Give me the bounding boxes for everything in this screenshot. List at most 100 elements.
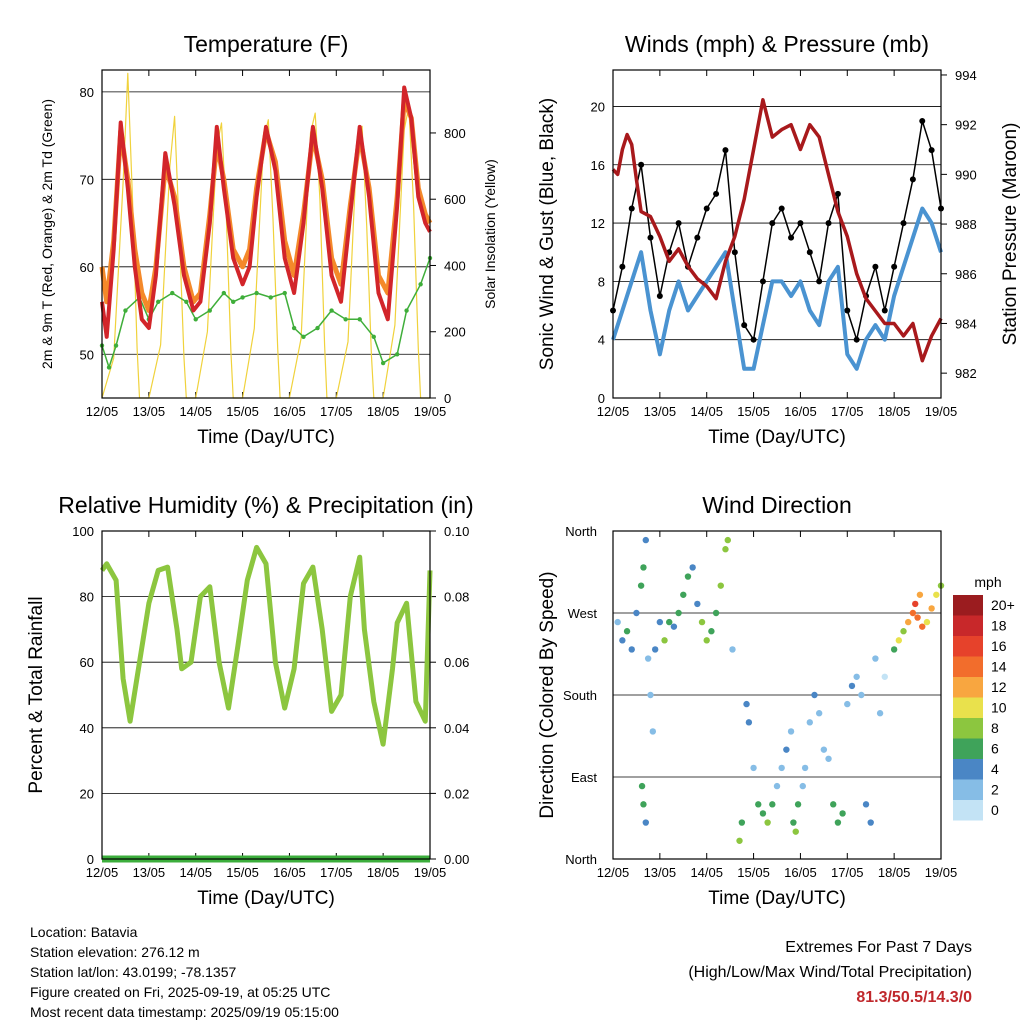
humidity-plot-frame <box>101 530 431 860</box>
winds-x-tick-label: 13/05 <box>644 404 677 419</box>
speed-legend-label: 10 <box>991 700 1007 716</box>
winds-xlabel: Time (Day/UTC) <box>708 427 846 448</box>
temperature-y-tick-label: 80 <box>80 85 94 100</box>
direction-point <box>698 618 706 626</box>
humidity-x-tick-label: 16/05 <box>273 865 306 880</box>
extremes-box: Extremes For Past 7 Days (High/Low/Max W… <box>688 935 972 1010</box>
temperature-x-tick-label: 15/05 <box>226 404 259 419</box>
direction-point <box>717 582 724 589</box>
winds-plot-frame <box>612 69 942 399</box>
humidity-y2-tick-label: 0.02 <box>444 786 469 801</box>
humidity-y-tick-label: 20 <box>80 786 94 801</box>
temperature-y2-tick-label: 800 <box>444 126 466 141</box>
direction-point <box>905 618 912 626</box>
direction-y-tick-label: North <box>565 852 597 867</box>
temperature-plot-frame <box>101 69 431 399</box>
winds-y-tick-label: 20 <box>591 99 605 114</box>
humidity-x-tick-label: 14/05 <box>179 865 212 880</box>
speed-legend-label: 18 <box>991 618 1007 634</box>
humidity-y-tick-label: 60 <box>80 655 94 670</box>
direction-point <box>794 801 802 808</box>
winds-y-tick-label: 12 <box>591 216 605 231</box>
humidity-x-tick-label: 15/05 <box>226 865 259 880</box>
winds-y-tick-label: 0 <box>598 391 605 406</box>
direction-point <box>745 719 753 726</box>
direction-point <box>890 646 898 653</box>
direction-point <box>912 600 919 608</box>
temperature-x-tick-label: 16/05 <box>273 404 306 419</box>
direction-point <box>722 546 729 553</box>
direction-point <box>642 819 649 826</box>
direction-point <box>815 710 823 717</box>
elevation-text: Station elevation: 276.12 m <box>30 944 200 960</box>
direction-point <box>769 801 776 808</box>
temperature-y2-tick-label: 200 <box>444 325 466 340</box>
winds-y2-tick-label: 982 <box>955 366 977 381</box>
direction-point <box>778 764 785 772</box>
direction-point <box>759 810 767 817</box>
direction-point <box>909 609 917 617</box>
direction-point <box>640 801 647 808</box>
direction-point <box>729 646 736 653</box>
meteogram: Temperature (F) 12/05 13/05 14/05 15/05 16/05… <box>26 31 1021 909</box>
direction-point <box>684 573 692 580</box>
speed-legend-swatch <box>953 779 983 800</box>
solar-insolation-line <box>101 72 430 399</box>
humidity-y2-tick-label: 0.06 <box>444 655 469 670</box>
direction-point <box>783 746 790 753</box>
humidity-y-tick-label: 80 <box>80 590 94 605</box>
winds-y-tick-label: 16 <box>591 158 605 173</box>
direction-point <box>811 691 818 699</box>
temperature-y2-tick-label: 0 <box>444 391 451 406</box>
direction-point <box>708 628 715 635</box>
direction-point <box>848 682 856 690</box>
humidity-x-tick-label: 13/05 <box>133 865 166 880</box>
speed-legend-swatch <box>953 656 983 677</box>
humidity-ylabel: Percent & Total Rainfall <box>26 596 47 793</box>
direction-point <box>790 819 797 826</box>
speed-legend-label: 6 <box>991 741 999 757</box>
created-text: Figure created on Fri, 2025-09-19, at 05… <box>30 984 331 1000</box>
direction-point <box>844 700 851 708</box>
temperature-x-tick-label: 14/05 <box>179 404 212 419</box>
speed-legend-swatch <box>953 677 983 698</box>
direction-point <box>764 819 771 826</box>
direction-point <box>820 746 828 753</box>
extremes-values: 81.3/50.5/14.3/0 <box>856 989 972 1006</box>
direction-point <box>919 623 926 630</box>
winds-y-tick-label: 4 <box>598 333 605 348</box>
direction-point <box>637 582 645 589</box>
humidity-xlabel: Time (Day/UTC) <box>197 888 335 909</box>
temperature-y-tick-label: 50 <box>80 347 94 362</box>
humidity-y-tick-label: 100 <box>72 524 94 539</box>
direction-x-tick-label: 18/05 <box>878 865 911 880</box>
direction-point <box>736 837 743 844</box>
direction-point <box>862 801 870 808</box>
direction-point <box>703 637 710 644</box>
dewpoint-line <box>101 257 431 369</box>
winds-x-tick-label: 15/05 <box>737 404 770 419</box>
direction-point <box>858 691 865 699</box>
speed-legend-title: mph <box>974 574 1001 590</box>
direction-point <box>853 673 860 680</box>
humidity-line <box>99 544 433 747</box>
direction-y-tick-label: West <box>568 606 598 621</box>
speed-legend-label: 16 <box>991 638 1007 654</box>
temperature-x-tick-label: 12/05 <box>86 404 119 419</box>
direction-x-tick-label: 17/05 <box>831 865 864 880</box>
temperature-xlabel: Time (Day/UTC) <box>197 427 335 448</box>
direction-y-tick-label: South <box>563 688 597 703</box>
winds-ylabel: Sonic Wind & Gust (Blue, Black) <box>537 98 558 370</box>
winds-x-tick-label: 17/05 <box>831 404 864 419</box>
speed-legend-swatch <box>953 718 983 739</box>
winds-y2label: Station Pressure (Maroon) <box>1000 123 1021 346</box>
direction-point <box>806 719 813 726</box>
direction-point <box>644 655 652 662</box>
direction-point <box>651 646 659 653</box>
wind-line <box>611 206 943 371</box>
direction-point <box>839 810 846 817</box>
direction-point <box>638 782 646 790</box>
direction-point <box>792 828 799 835</box>
direction-point <box>895 637 903 644</box>
direction-point <box>923 618 931 626</box>
